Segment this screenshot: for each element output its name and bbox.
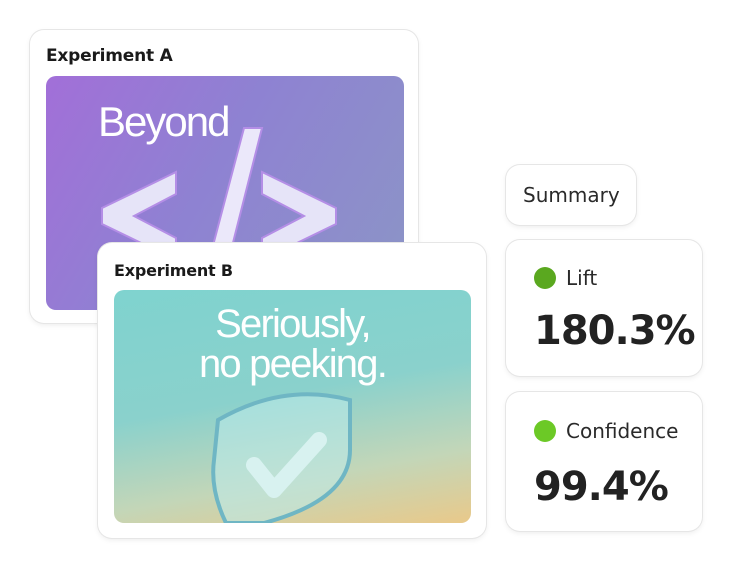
experiment-a-headline: Beyond xyxy=(98,98,230,145)
status-dot-icon xyxy=(534,267,556,289)
experiment-a-title: Experiment A xyxy=(46,46,173,66)
headline-line-2: no peeking. xyxy=(198,342,388,386)
experiment-b-headline: Seriously, no peeking. xyxy=(114,304,471,384)
summary-label: Summary xyxy=(523,183,620,207)
lift-label: Lift xyxy=(566,266,598,290)
experiment-b-image: Seriously, no peeking. xyxy=(114,290,471,523)
status-dot-icon xyxy=(534,420,556,442)
lift-metric-card: Lift 180.3% xyxy=(506,240,702,376)
confidence-label: Confidence xyxy=(566,419,679,443)
experiment-b-title: Experiment B xyxy=(114,261,233,280)
lift-value: 180.3% xyxy=(534,308,696,354)
headline-line-1: Seriously, xyxy=(215,302,371,346)
summary-button[interactable]: Summary xyxy=(506,165,636,225)
shield-check-icon xyxy=(211,392,352,523)
confidence-value: 99.4% xyxy=(534,464,669,510)
confidence-metric-card: Confidence 99.4% xyxy=(506,392,702,531)
experiment-b-card[interactable]: Experiment B Seriously, no peeking. xyxy=(98,243,486,538)
